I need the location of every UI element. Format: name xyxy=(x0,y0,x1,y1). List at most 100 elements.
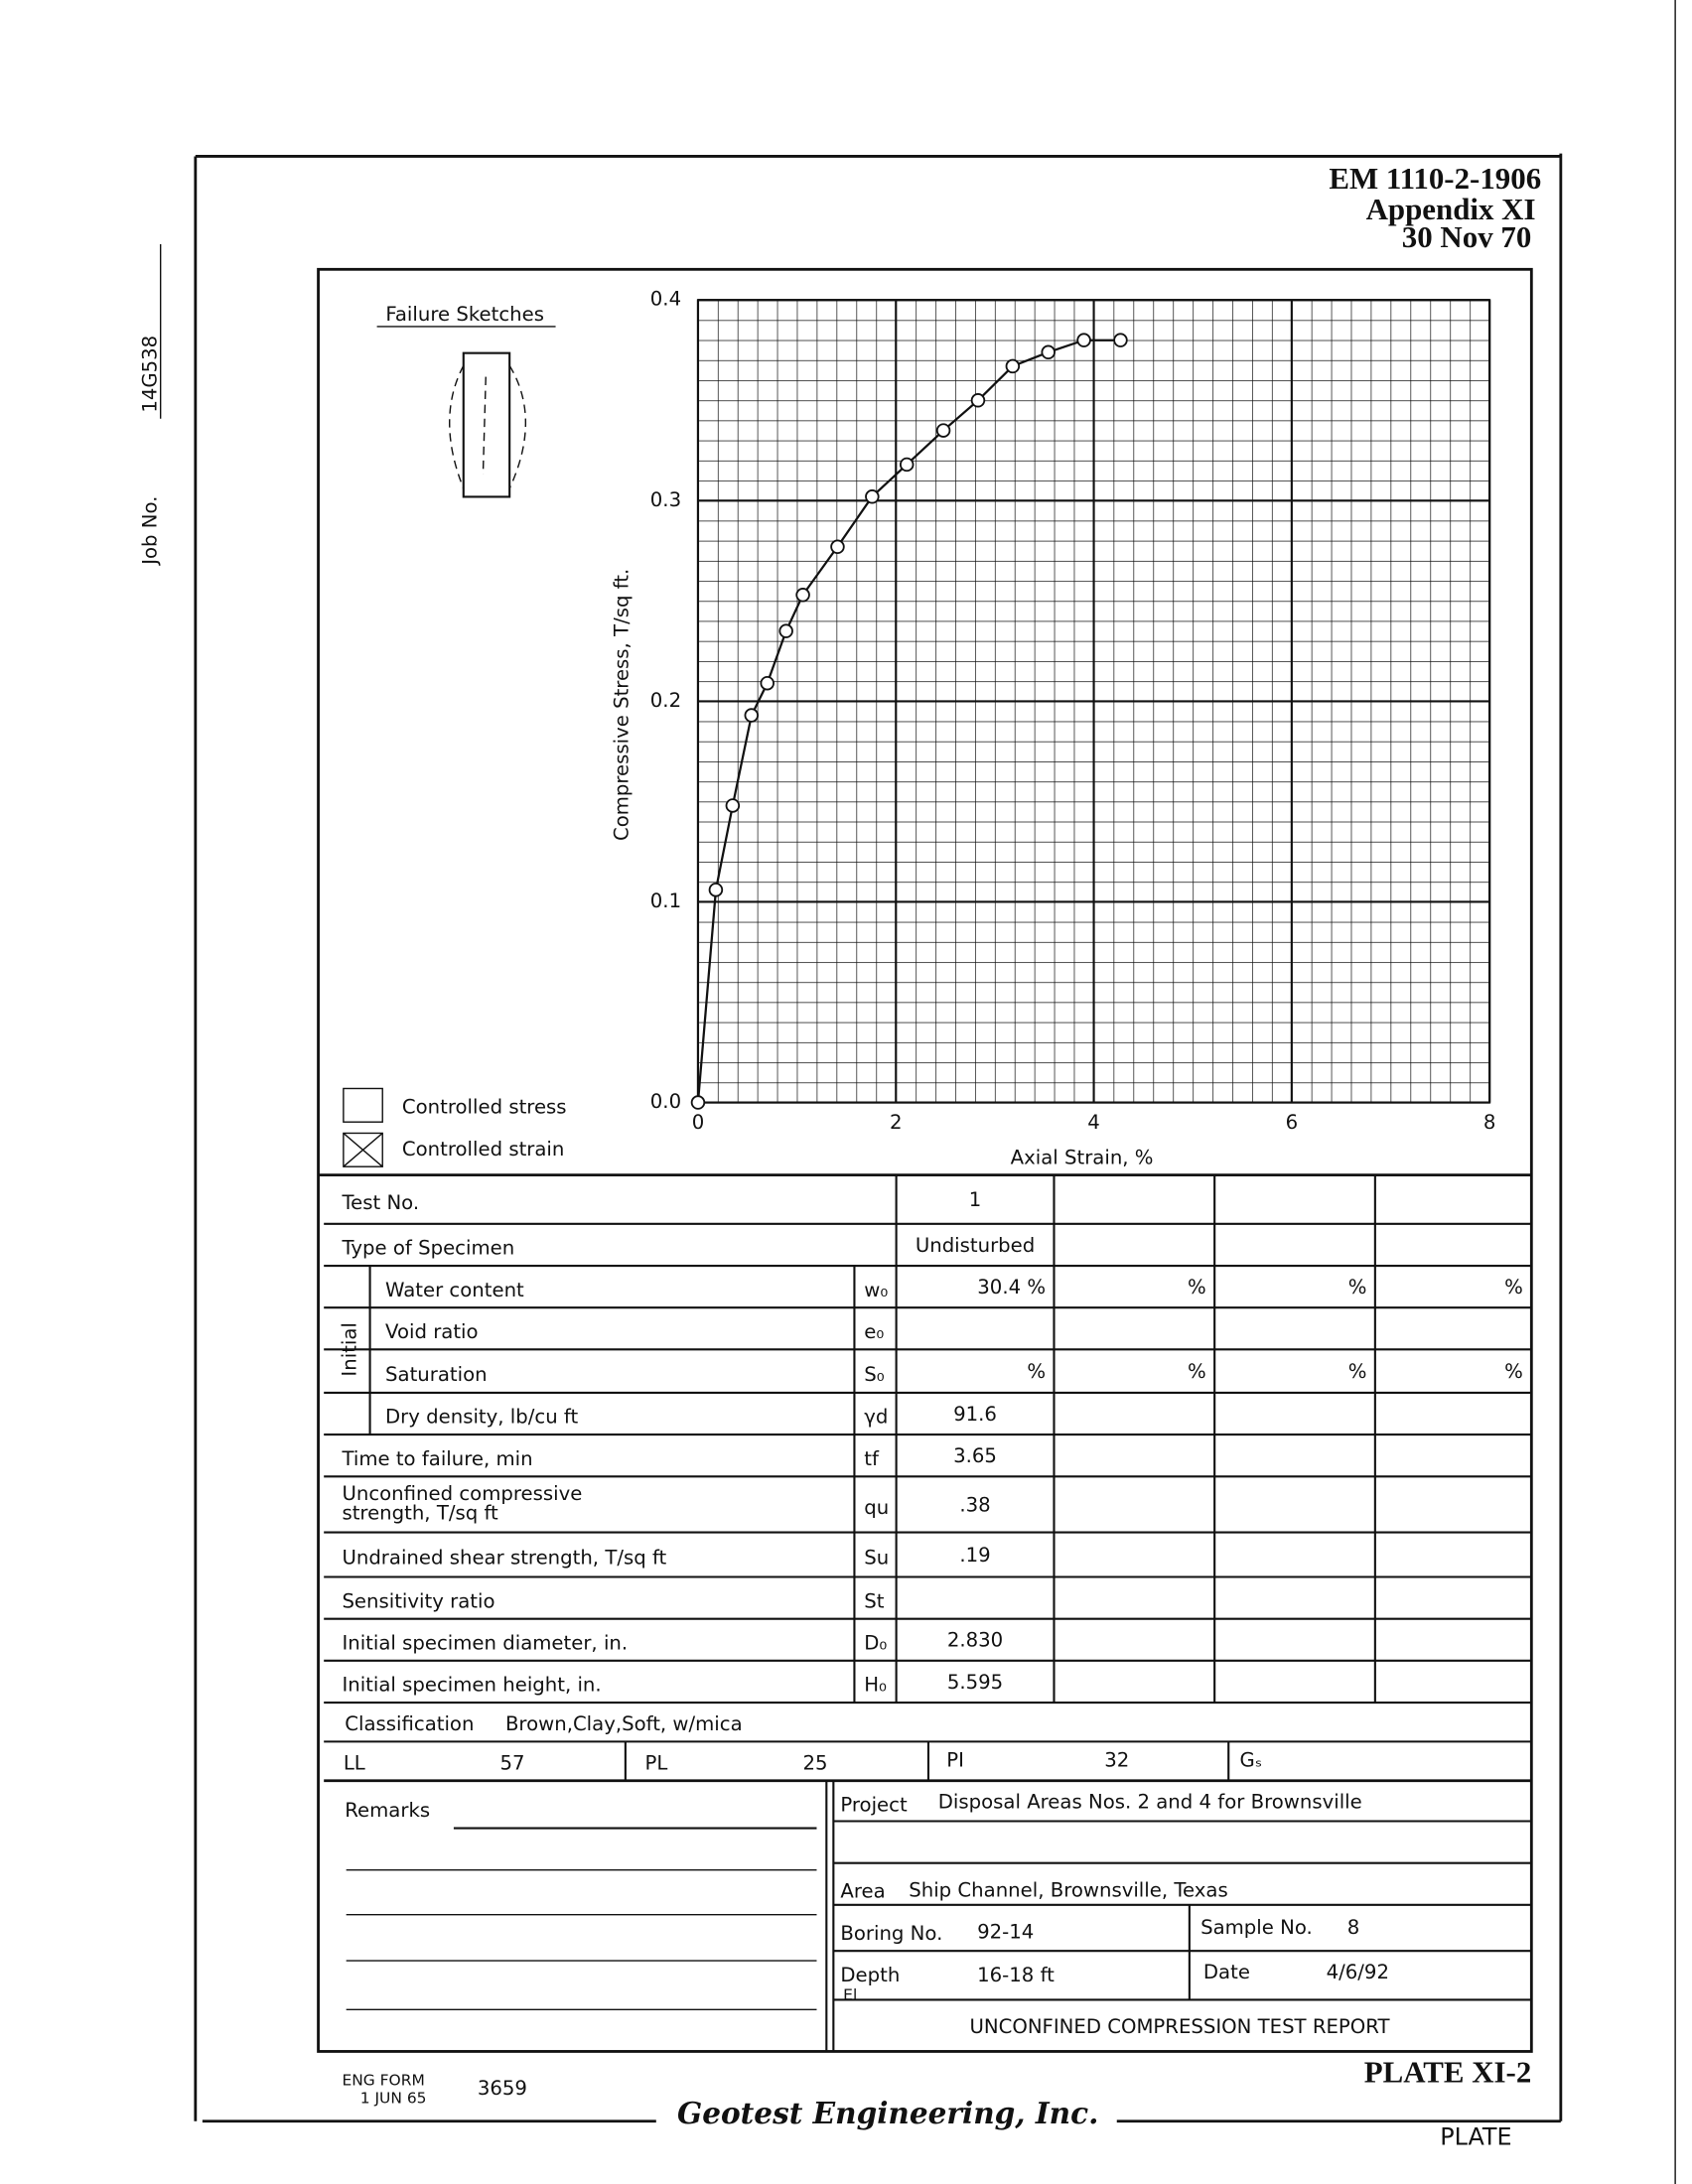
cell-value: % xyxy=(1027,1360,1046,1383)
data-point xyxy=(830,539,845,555)
date-label: Date xyxy=(1203,1961,1250,1983)
y-tick-label: 0.2 xyxy=(650,689,681,712)
boring-value: 92-14 xyxy=(977,1920,1034,1943)
sample-label: Sample No. xyxy=(1200,1916,1313,1939)
row-symbol: qu xyxy=(864,1496,889,1519)
row-label: Saturation xyxy=(385,1363,488,1386)
form-label: ENG FORM xyxy=(342,2071,424,2089)
stress-strain-curve xyxy=(696,339,1121,1103)
sample-value: 8 xyxy=(1347,1916,1360,1939)
cell-value: 91.6 xyxy=(953,1403,997,1426)
cell-value: .38 xyxy=(959,1493,990,1516)
row-symbol: tf xyxy=(864,1447,880,1470)
classification-value: Brown,Clay,Soft, w/mica xyxy=(505,1712,743,1735)
group-label: Initial xyxy=(338,1322,360,1376)
row-symbol: D₀ xyxy=(864,1631,887,1654)
x-axis-label: Axial Strain, % xyxy=(1011,1146,1154,1168)
plate: PLATE XI-2 xyxy=(1364,2054,1532,2089)
depth-label: Depth xyxy=(840,1964,900,1986)
row-symbol: H₀ xyxy=(864,1674,887,1697)
row-symbol: Su xyxy=(864,1547,889,1570)
data-point xyxy=(899,457,915,473)
pl-value: 25 xyxy=(803,1751,828,1774)
cell-value: 3.65 xyxy=(953,1444,997,1467)
area-label: Area xyxy=(840,1880,885,1903)
classification-label: Classification xyxy=(345,1712,474,1735)
y-tick-label: 0.1 xyxy=(650,889,681,912)
data-point xyxy=(1041,344,1056,360)
cell-value: % xyxy=(1348,1360,1367,1383)
data-point xyxy=(935,423,951,438)
data-point xyxy=(690,1095,706,1110)
row-label: Void ratio xyxy=(385,1320,479,1343)
date-value: 4/6/92 xyxy=(1327,1961,1389,1983)
row-label: Sensitivity ratio xyxy=(342,1589,494,1612)
pi-value: 32 xyxy=(1104,1749,1129,1772)
legend-box xyxy=(343,1087,383,1123)
cell-value: Undisturbed xyxy=(916,1234,1035,1257)
x-tick-label: 2 xyxy=(890,1111,903,1134)
cell-value: 30.4 % xyxy=(977,1276,1046,1298)
appendix: Appendix XI xyxy=(1366,192,1536,226)
data-point xyxy=(970,393,986,408)
row-label: Water content xyxy=(385,1279,524,1301)
cell-value: % xyxy=(1188,1360,1206,1383)
y-tick-label: 0.4 xyxy=(650,288,681,311)
row-label: Test No. xyxy=(341,1191,419,1214)
cell-value: .19 xyxy=(959,1544,990,1567)
data-point xyxy=(744,708,760,723)
form-date: 1 JUN 65 xyxy=(360,2090,427,2108)
data-point xyxy=(1076,333,1091,347)
plate-short: PLATE xyxy=(1440,2123,1511,2151)
depth-sublabel: El xyxy=(843,1986,857,2004)
depth-value: 16-18 ft xyxy=(977,1964,1055,1986)
project-value: Disposal Areas Nos. 2 and 4 for Brownsvi… xyxy=(938,1791,1362,1814)
legend-cross xyxy=(343,1132,383,1167)
job-number: 14G538 xyxy=(138,336,161,413)
x-tick-label: 8 xyxy=(1483,1111,1496,1134)
ll-label: LL xyxy=(344,1751,365,1774)
row-label: Initial specimen height, in. xyxy=(342,1674,601,1697)
cell-value: % xyxy=(1504,1360,1523,1383)
data-point xyxy=(760,675,775,691)
gs-label: Gₛ xyxy=(1239,1749,1262,1772)
cell-value: % xyxy=(1504,1276,1523,1298)
x-tick-label: 6 xyxy=(1286,1111,1299,1134)
doc-date: 30 Nov 70 xyxy=(1402,219,1532,254)
x-tick-label: 4 xyxy=(1087,1111,1100,1134)
ll-value: 57 xyxy=(499,1751,524,1774)
y-tick-label: 0.0 xyxy=(650,1090,681,1113)
pl-label: PL xyxy=(645,1751,668,1774)
remarks-label: Remarks xyxy=(345,1799,430,1822)
data-point xyxy=(795,588,810,603)
data-point xyxy=(725,798,741,813)
report-title: UNCONFINED COMPRESSION TEST REPORT xyxy=(970,2015,1391,2038)
data-point xyxy=(708,883,724,897)
doc-id: EM 1110-2-1906 xyxy=(1329,161,1541,196)
cell-value: 5.595 xyxy=(947,1671,1003,1694)
sketch xyxy=(462,351,511,498)
area-value: Ship Channel, Brownsville, Texas xyxy=(909,1878,1227,1901)
project-label: Project xyxy=(840,1794,908,1817)
company: Geotest Engineering, Inc. xyxy=(677,2096,1098,2130)
sketch-outline xyxy=(449,364,527,489)
cell-value: % xyxy=(1348,1276,1367,1298)
form-number: 3659 xyxy=(478,2077,527,2100)
job-label: Job No. xyxy=(138,496,161,567)
cell-value: 2.830 xyxy=(947,1629,1003,1652)
row-label: Initial specimen diameter, in. xyxy=(342,1631,628,1654)
row-symbol: e₀ xyxy=(864,1320,884,1343)
legend-entry: Controlled stress xyxy=(402,1096,567,1119)
row-label: Time to failure, min xyxy=(341,1447,532,1470)
row-symbol: γd xyxy=(864,1406,888,1429)
row-label: Type of Specimen xyxy=(341,1237,514,1260)
row-symbol: St xyxy=(864,1589,884,1612)
row-label: Unconfined compressive xyxy=(342,1482,582,1505)
row-label: strength, T/sq ft xyxy=(342,1502,498,1525)
row-label: Undrained shear strength, T/sq ft xyxy=(342,1547,666,1570)
data-point xyxy=(778,623,793,638)
sketch-title: Failure Sketches xyxy=(385,303,544,326)
data-point xyxy=(1005,358,1021,374)
y-axis-label: Compressive Stress, T/sq ft. xyxy=(611,569,634,841)
cell-value: % xyxy=(1188,1276,1206,1298)
